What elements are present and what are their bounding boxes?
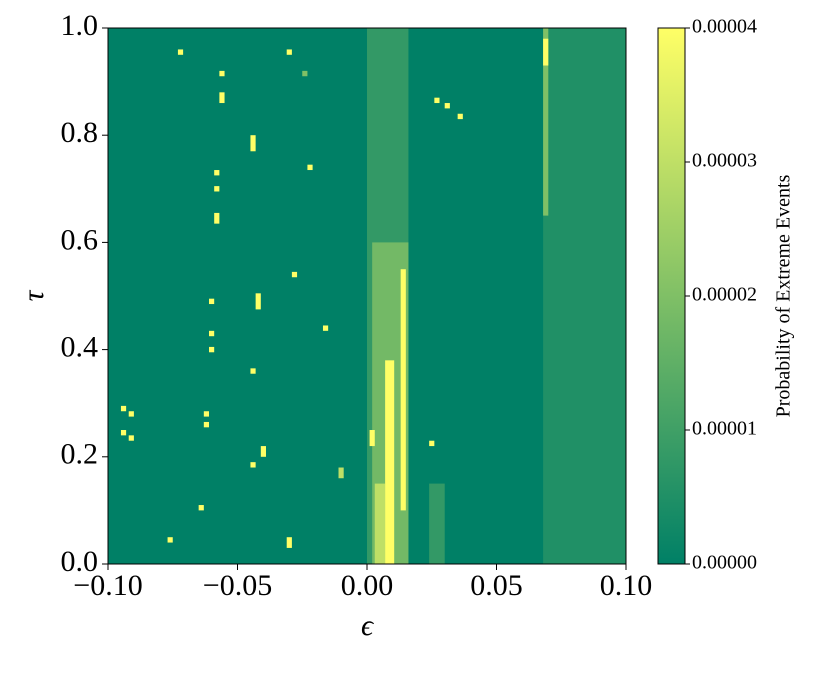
colorbar-tick-label: 0.00002 [692,284,757,306]
colorbar-tick-label: 0.00004 [692,16,757,38]
colorbar-tick-label: 0.00000 [692,552,757,574]
y-axis-label: τ [17,289,50,301]
heatmap-cell [260,446,266,457]
heatmap-cell [291,271,298,278]
heatmap-cell [203,421,210,428]
heatmap-cell [120,430,127,436]
heatmap-cell [120,405,127,412]
colorbar-label: Probability of Extreme Events [773,174,795,417]
heatmap-cell [209,330,215,337]
heatmap-cell [444,103,450,109]
heatmap-cell [128,435,134,441]
heatmap-cell [177,49,184,55]
x-tick-label: 0.05 [470,569,523,602]
heatmap-cell [322,325,329,331]
heatmap-cell [250,368,256,374]
x-tick-label: −0.10 [73,569,142,602]
y-tick-label: 0.6 [61,223,99,256]
heatmap-cell [198,505,204,511]
x-tick-label: 0.00 [341,569,394,602]
heatmap-cell [338,467,344,479]
heatmap-cell [457,113,463,120]
y-tick-label: 0.2 [61,438,99,471]
y-tick-label: 0.0 [61,545,99,578]
heatmap-cell [543,38,549,66]
heatmap-cell [429,483,445,564]
heatmap-cell [385,360,395,564]
heatmap-cell [209,298,215,305]
heatmap-cell [209,346,215,353]
heatmap-cell [255,293,261,310]
heatmap-cell [434,97,440,104]
colorbar-tick-label: 0.00001 [692,418,757,440]
heatmap-cell [128,411,134,417]
heatmap-cell [369,430,375,447]
heatmap-cell [307,164,313,171]
heatmap-cell [286,49,292,55]
heatmap-cell [543,28,626,564]
colorbar [657,27,686,565]
x-tick-label: −0.05 [203,569,272,602]
y-tick-label: 0.8 [61,116,99,149]
heatmap-cell [250,462,256,468]
heatmap-cell [250,135,256,152]
colorbar-tick-label: 0.00003 [692,150,757,172]
heatmap-cell [203,411,210,417]
heatmap-cell [543,28,549,216]
heatmap-cell [214,212,220,224]
heatmap-cell [219,70,225,77]
heatmap-cell [286,537,292,548]
y-tick-label: 0.4 [61,330,99,363]
y-tick-label: 1.0 [61,9,99,42]
heatmap-cell [302,70,308,77]
x-tick-label: 0.10 [600,569,653,602]
heatmap-cell [429,440,435,447]
heatmap [108,28,626,564]
heatmap-cell [400,269,406,511]
heatmap-cell [214,186,220,192]
heatmap-cell [167,537,173,543]
heatmap-cell [374,483,386,564]
x-axis-label: ϵ [361,609,375,642]
heatmap-cell [214,170,220,176]
heatmap-cell [219,92,225,104]
